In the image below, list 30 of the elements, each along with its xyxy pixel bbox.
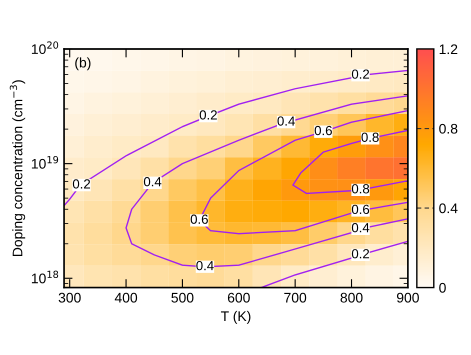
y-tick-label: 10$^{19}$ xyxy=(32,156,58,169)
x-tick-label: 300 xyxy=(58,292,81,303)
x-tick-label: 400 xyxy=(114,292,138,303)
annotation: (b) xyxy=(75,57,90,70)
annotation: 0.2 xyxy=(352,69,370,79)
x-tick-label: 600 xyxy=(228,292,250,303)
annotation: 0.4 xyxy=(196,260,214,270)
y-tick-label: 10$^{20}$ xyxy=(32,41,58,54)
color-bar-label: 0.8 xyxy=(439,124,458,134)
x-tick-label: 800 xyxy=(340,292,363,303)
annotation: 0.6 xyxy=(314,126,332,136)
annotation: 0.6 xyxy=(190,214,208,224)
x-axis-title: T (K) xyxy=(220,310,250,324)
annotation: 0.4 xyxy=(352,223,370,232)
annotation: 0.6 xyxy=(352,204,370,214)
annotation: 0.8 xyxy=(352,184,370,194)
y-axis-title: Doping concentration (cm$^{−3}$) xyxy=(10,80,26,256)
annotation: 0.8 xyxy=(361,132,379,142)
annotation: 0.2 xyxy=(200,110,217,120)
color-bar-label: 1.2 xyxy=(440,44,458,54)
annotation: 0.2 xyxy=(72,179,90,189)
annotation: 0.4 xyxy=(144,177,162,186)
x-tick-label: 700 xyxy=(284,292,306,303)
color-bar-label: 0 xyxy=(439,282,446,293)
annotation: 0.4 xyxy=(277,116,295,126)
x-tick-label: 900 xyxy=(396,292,419,303)
color-bar-label: 0.4 xyxy=(439,203,458,214)
annotation: 0.2 xyxy=(352,249,370,258)
y-tick-label: 10$^{18}$ xyxy=(32,270,58,284)
x-tick-label: 500 xyxy=(171,292,194,303)
